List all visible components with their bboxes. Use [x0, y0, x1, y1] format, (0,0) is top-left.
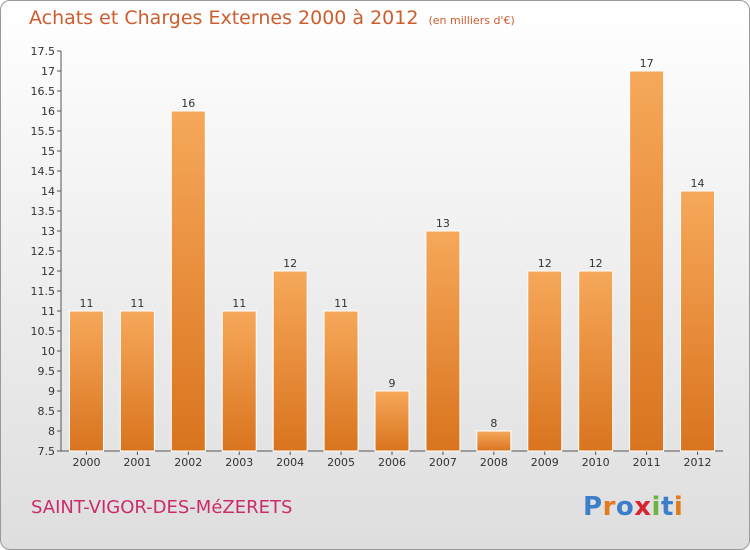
- y-tick-label: 11: [41, 305, 55, 318]
- logo-letter: x: [634, 492, 652, 522]
- x-tick-label: 2010: [582, 456, 610, 469]
- bar-value-label: 11: [130, 297, 144, 310]
- logo-letter: r: [602, 492, 616, 522]
- bar-value-label: 12: [283, 257, 297, 270]
- x-tick-label: 2000: [72, 456, 100, 469]
- bar-value-label: 11: [232, 297, 246, 310]
- y-tick-label: 14.5: [31, 165, 56, 178]
- y-tick-label: 13.5: [31, 205, 56, 218]
- y-tick-label: 16: [41, 105, 55, 118]
- bar-value-label: 12: [589, 257, 603, 270]
- bar-value-label: 9: [389, 377, 396, 390]
- bar: [272, 270, 308, 452]
- bar-value-label: 13: [436, 217, 450, 230]
- y-tick-label: 10: [41, 345, 55, 358]
- bar-value-label: 8: [490, 417, 497, 430]
- bar: [680, 190, 716, 452]
- x-tick-label: 2009: [531, 456, 559, 469]
- chart-title: Achats et Charges Externes 2000 à 2012 (e…: [29, 7, 515, 29]
- bar-value-label: 11: [79, 297, 93, 310]
- y-tick-label: 12: [41, 265, 55, 278]
- commune-name: SAINT-VIGOR-DES-MéZERETS: [31, 497, 293, 518]
- chart-labels: 11 2000 11 2001 16 2002 11 2003 12 2004 11 2005 9 200…: [72, 57, 711, 469]
- bar: [119, 310, 155, 452]
- bar-value-label: 14: [691, 177, 705, 190]
- y-tick-label: 14: [41, 185, 55, 198]
- x-tick-label: 2003: [225, 456, 253, 469]
- bar: [323, 310, 359, 452]
- y-tick-label: 9: [48, 385, 55, 398]
- y-tick-label: 16.5: [31, 85, 56, 98]
- x-tick-label: 2011: [633, 456, 661, 469]
- bar: [170, 110, 206, 452]
- y-tick-label: 17.5: [31, 45, 56, 58]
- x-tick-label: 2005: [327, 456, 355, 469]
- y-tick-label: 17: [41, 65, 55, 78]
- bar-value-label: 12: [538, 257, 552, 270]
- y-tick-label: 10.5: [31, 325, 56, 338]
- x-tick-label: 2007: [429, 456, 457, 469]
- y-tick-label: 9.5: [38, 365, 56, 378]
- bar: [68, 310, 104, 452]
- bar: [476, 430, 512, 452]
- logo-letter: i: [673, 492, 684, 522]
- x-tick-label: 2006: [378, 456, 406, 469]
- x-tick-label: 2004: [276, 456, 304, 469]
- bar-value-label: 11: [334, 297, 348, 310]
- bar: [578, 270, 614, 452]
- y-tick-label: 11.5: [31, 285, 56, 298]
- logo-letter: i: [651, 492, 661, 522]
- bar: [374, 390, 410, 452]
- bar-value-label: 17: [640, 57, 654, 70]
- y-tick-label: 13: [41, 225, 55, 238]
- chart-unit: (en milliers d'€): [428, 14, 515, 27]
- y-tick-label: 8.5: [38, 405, 56, 418]
- logo-letter: o: [615, 492, 635, 522]
- bar: [425, 230, 461, 452]
- bar-value-label: 16: [181, 97, 195, 110]
- chart-bars: [68, 70, 716, 452]
- x-tick-label: 2012: [684, 456, 712, 469]
- y-tick-label: 15: [41, 145, 55, 158]
- proxiti-logo: Proxiti: [583, 492, 683, 522]
- bar: [221, 310, 257, 452]
- logo-letter: t: [660, 492, 674, 522]
- chart-title-text: Achats et Charges Externes 2000 à 2012: [29, 7, 419, 29]
- x-tick-label: 2008: [480, 456, 508, 469]
- y-tick-label: 8: [48, 425, 55, 438]
- y-tick-label: 7.5: [38, 445, 56, 458]
- x-tick-label: 2002: [174, 456, 202, 469]
- logo-letter: P: [583, 492, 603, 522]
- y-tick-label: 12.5: [31, 245, 56, 258]
- x-tick-label: 2001: [123, 456, 151, 469]
- bar: [629, 70, 665, 452]
- bar: [527, 270, 563, 452]
- y-tick-label: 15.5: [31, 125, 56, 138]
